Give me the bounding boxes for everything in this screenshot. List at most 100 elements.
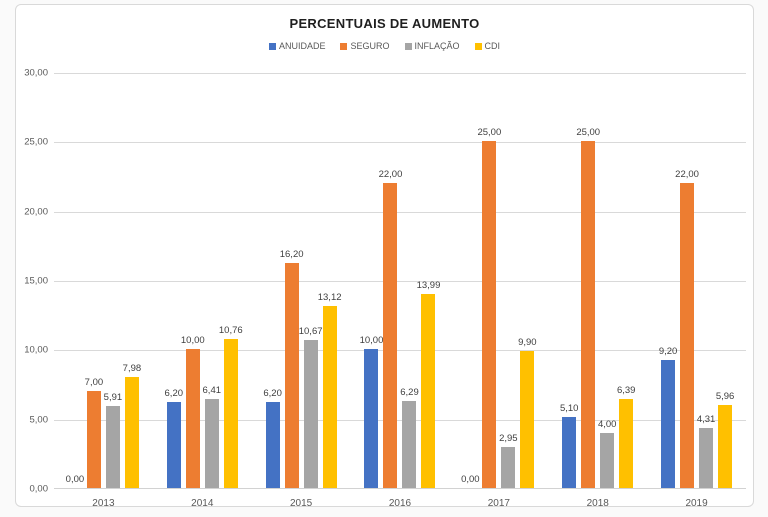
bar-value-label: 25,00 (477, 127, 502, 139)
bar-value-label: 10,76 (218, 324, 243, 336)
bar-group: 0,00 7,00 5,91 7,98 (54, 73, 153, 488)
y-tick-label: 30,00 (24, 67, 48, 79)
bar-value-label: 5,96 (715, 391, 735, 403)
bar-value-label: 6,41 (202, 385, 222, 397)
bar-value-label: 10,00 (180, 335, 205, 347)
bar-slot: 0,00 (461, 73, 480, 488)
bar-group: 0,00 25,00 2,95 9,90 (449, 73, 548, 488)
bar-value-label: 13,99 (416, 280, 441, 292)
legend-item: INFLAÇÃO (404, 41, 460, 51)
y-tick-label: 20,00 (24, 206, 48, 218)
bar-slot: 10,00 (360, 73, 383, 488)
legend-label: ANUIDADE (278, 41, 326, 51)
bar (303, 340, 318, 488)
bar (265, 402, 280, 488)
bar (619, 399, 634, 488)
chart-legend: ANUIDADE SEGURO INFLAÇÃO CDI (16, 41, 753, 51)
bar-slot: 6,39 (616, 73, 636, 488)
bar (699, 428, 714, 488)
bar-slot: 5,96 (715, 73, 735, 488)
bar-value-label: 22,00 (675, 168, 699, 180)
bar (223, 338, 238, 488)
bar (166, 402, 181, 488)
bar-value-label: 0,00 (65, 474, 85, 485)
gridline (54, 419, 746, 421)
chart-container: PERCENTUAIS DE AUMENTO ANUIDADE SEGURO INF… (15, 4, 754, 509)
bar-group: 6,20 16,20 10,67 13,12 (252, 73, 351, 488)
bar (124, 377, 139, 488)
gridline (54, 211, 746, 213)
legend-item: ANUIDADE (268, 41, 326, 51)
bar-slot: 4,31 (697, 73, 715, 488)
bar-value-label: 13,12 (317, 292, 342, 304)
bar-value-label: 6,29 (400, 386, 419, 398)
bar-value-label: 7,98 (122, 363, 142, 375)
bar-slot: 6,29 (400, 73, 419, 488)
bar-slot: 5,10 (559, 73, 579, 488)
bar-slot: 16,20 (280, 73, 304, 488)
bar-slot: 13,99 (417, 73, 440, 488)
bar (581, 141, 596, 488)
bar (562, 417, 577, 488)
bar (600, 432, 615, 488)
x-tick-label: 2014 (191, 498, 214, 509)
bar (322, 306, 337, 488)
bar (284, 263, 299, 488)
legend-item: SEGURO (340, 41, 390, 51)
bar-slot: 10,67 (299, 73, 323, 488)
bar (185, 349, 200, 488)
bar-value-label: 16,20 (279, 249, 304, 261)
x-tick-label: 2019 (685, 498, 708, 509)
x-tick-label: 2013 (92, 498, 115, 509)
x-tick-label: 2018 (586, 498, 609, 509)
bar-slot: 10,76 (219, 73, 243, 488)
bar-value-label: 22,00 (378, 168, 403, 180)
bar (482, 141, 497, 488)
bar-slot: 22,00 (379, 73, 402, 488)
bar-value-label: 5,91 (103, 392, 123, 404)
bar (718, 405, 733, 488)
bar-group: 10,00 22,00 6,29 13,99 (351, 73, 450, 488)
x-tick-label: 2015 (290, 498, 313, 509)
bar-slot: 0,00 (65, 73, 85, 488)
bar-group: 9,20 22,00 4,31 5,96 (647, 73, 746, 488)
x-tick-label: 2017 (487, 498, 510, 509)
bar-group: 5,10 25,00 4,00 6,39 (548, 73, 647, 488)
y-axis: 0,00 5,00 10,00 15,00 20,00 25,00 30,00 (16, 68, 50, 495)
legend-item: CDI (474, 41, 501, 51)
chart-title: PERCENTUAIS DE AUMENTO (289, 16, 480, 31)
bar-slot: 9,20 (658, 73, 678, 488)
bar-slot: 7,00 (84, 73, 104, 488)
bar-slot: 9,90 (518, 73, 537, 488)
plot-area: 0,00 7,00 5,91 7,98 6,20 10,00 6,41 10,76 6,20 16… (54, 73, 746, 489)
bar-slot: 6,41 (202, 73, 222, 488)
bar (421, 294, 436, 488)
gridline (54, 350, 746, 352)
bar-value-label: 5,10 (559, 403, 579, 415)
legend-swatch-icon (474, 42, 482, 50)
legend-label: INFLAÇÃO (414, 41, 460, 51)
bar-slot: 7,98 (122, 73, 142, 488)
y-tick-label: 10,00 (24, 344, 48, 356)
bar-value-label: 2,95 (499, 433, 518, 445)
bar (204, 399, 219, 488)
bar (680, 182, 695, 488)
bar-value-label: 4,00 (597, 418, 617, 430)
legend-label: CDI (484, 41, 501, 51)
y-tick-label: 5,00 (29, 414, 49, 426)
bar-slot: 6,20 (263, 73, 282, 488)
bar-slot: 6,20 (165, 73, 183, 488)
bar-slot: 5,91 (103, 73, 123, 488)
gridline (54, 281, 746, 282)
bar-slot: 4,00 (597, 73, 617, 488)
legend-swatch-icon (404, 42, 412, 50)
legend-label: SEGURO (350, 41, 390, 51)
bar (501, 447, 516, 488)
bar-slot: 22,00 (675, 73, 699, 488)
bar-value-label: 6,39 (616, 385, 636, 397)
bar-value-label: 6,20 (263, 388, 282, 400)
bar-value-label: 7,00 (84, 376, 104, 388)
bar-slot: 10,00 (181, 73, 205, 488)
bar-value-label: 9,20 (658, 346, 678, 358)
y-tick-label: 0,00 (29, 483, 49, 495)
